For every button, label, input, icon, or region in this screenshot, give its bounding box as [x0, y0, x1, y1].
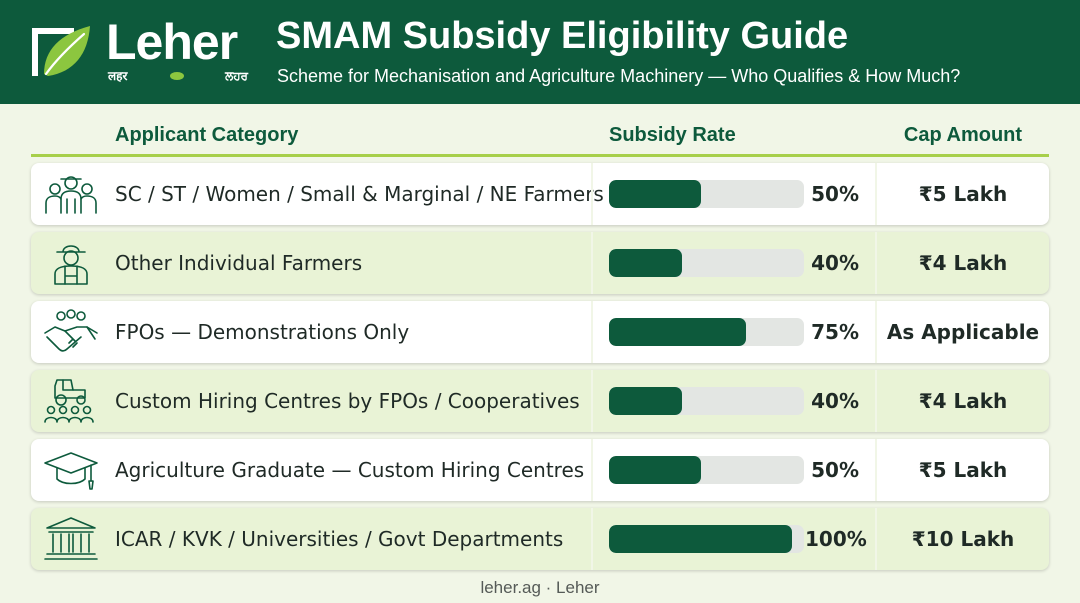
farmer-icon [54, 245, 88, 285]
column-separator [875, 301, 877, 363]
subsidy-rate: 100% [805, 527, 867, 551]
table-row: Agriculture Graduate — Custom Hiring Cen… [31, 439, 1049, 501]
subsidy-rate: 75% [811, 320, 859, 344]
column-header-cap: Cap Amount [903, 124, 1023, 146]
category-label: Custom Hiring Centres by FPOs / Cooperat… [115, 389, 580, 413]
graduation-cap-icon [44, 452, 98, 490]
subsidy-bar [609, 249, 804, 277]
subsidy-bar [609, 525, 804, 553]
column-header-category: Applicant Category [115, 124, 299, 146]
column-separator [591, 301, 593, 363]
subsidy-bar [609, 318, 804, 346]
institution-building-icon [44, 517, 98, 560]
subsidy-bar-fill [609, 456, 701, 484]
cap-amount: ₹4 Lakh [918, 251, 1008, 275]
subsidy-rate: 40% [811, 389, 859, 413]
table-row: Custom Hiring Centres by FPOs / Cooperat… [31, 370, 1049, 432]
category-label: FPOs — Demonstrations Only [115, 320, 410, 344]
footer-credit: leher.ag · Leher [480, 578, 600, 597]
brand-name: Leher [106, 14, 238, 70]
table-row: FPOs — Demonstrations Only 75% As Applic… [31, 301, 1049, 363]
subsidy-bar [609, 456, 804, 484]
table-row: ICAR / KVK / Universities / Govt Departm… [31, 508, 1049, 570]
column-separator [875, 232, 877, 294]
column-separator [875, 508, 877, 570]
column-separator [591, 508, 593, 570]
subsidy-rate: 50% [811, 182, 859, 206]
brand-hindi: लहर [108, 69, 128, 83]
cap-amount: ₹5 Lakh [918, 182, 1008, 206]
column-separator [591, 163, 593, 225]
page-subtitle: Scheme for Mechanisation and Agriculture… [277, 66, 961, 86]
leaf-dot-icon [170, 72, 184, 80]
category-label: Other Individual Farmers [115, 251, 363, 275]
subsidy-bar-fill [609, 249, 683, 277]
table-row: Other Individual Farmers 40% ₹4 Lakh [31, 232, 1049, 294]
column-separator [591, 439, 593, 501]
subsidy-bar-fill [609, 180, 701, 208]
column-separator [875, 163, 877, 225]
brand-punjabi: ਲਹਰ [225, 69, 248, 83]
column-separator [591, 370, 593, 432]
category-label: ICAR / KVK / Universities / Govt Departm… [115, 527, 564, 551]
column-separator [875, 439, 877, 501]
handshake-icon [44, 309, 98, 352]
subsidy-rate: 40% [811, 251, 859, 275]
column-separator [875, 370, 877, 432]
cap-amount: ₹5 Lakh [918, 458, 1008, 482]
subsidy-bar-fill [609, 318, 747, 346]
category-label: Agriculture Graduate — Custom Hiring Cen… [115, 458, 585, 482]
column-header-rate: Subsidy Rate [609, 124, 736, 146]
table-row: SC / ST / Women / Small & Marginal / NE … [31, 163, 1049, 225]
brand-tagline: लहर ਲਹਰ [108, 68, 248, 84]
subsidy-bar-fill [609, 387, 683, 415]
column-separator [591, 232, 593, 294]
tractor-group-icon [44, 379, 94, 423]
farmer-group-icon [45, 176, 97, 214]
subsidy-rate: 50% [811, 458, 859, 482]
subsidy-bar-fill [609, 525, 793, 553]
subsidy-bar [609, 387, 804, 415]
page-title: SMAM Subsidy Eligibility Guide [276, 15, 849, 57]
cap-amount: ₹10 Lakh [911, 527, 1015, 551]
header-banner: Leher लहर ਲਹਰ SMAM Subsidy Eligibility G… [0, 0, 1080, 104]
cap-amount: As Applicable [886, 320, 1040, 344]
header-divider [31, 154, 1049, 157]
category-label: SC / ST / Women / Small & Marginal / NE … [115, 182, 604, 206]
cap-amount: ₹4 Lakh [918, 389, 1008, 413]
subsidy-bar [609, 180, 804, 208]
leaf-logo-icon [32, 26, 90, 76]
